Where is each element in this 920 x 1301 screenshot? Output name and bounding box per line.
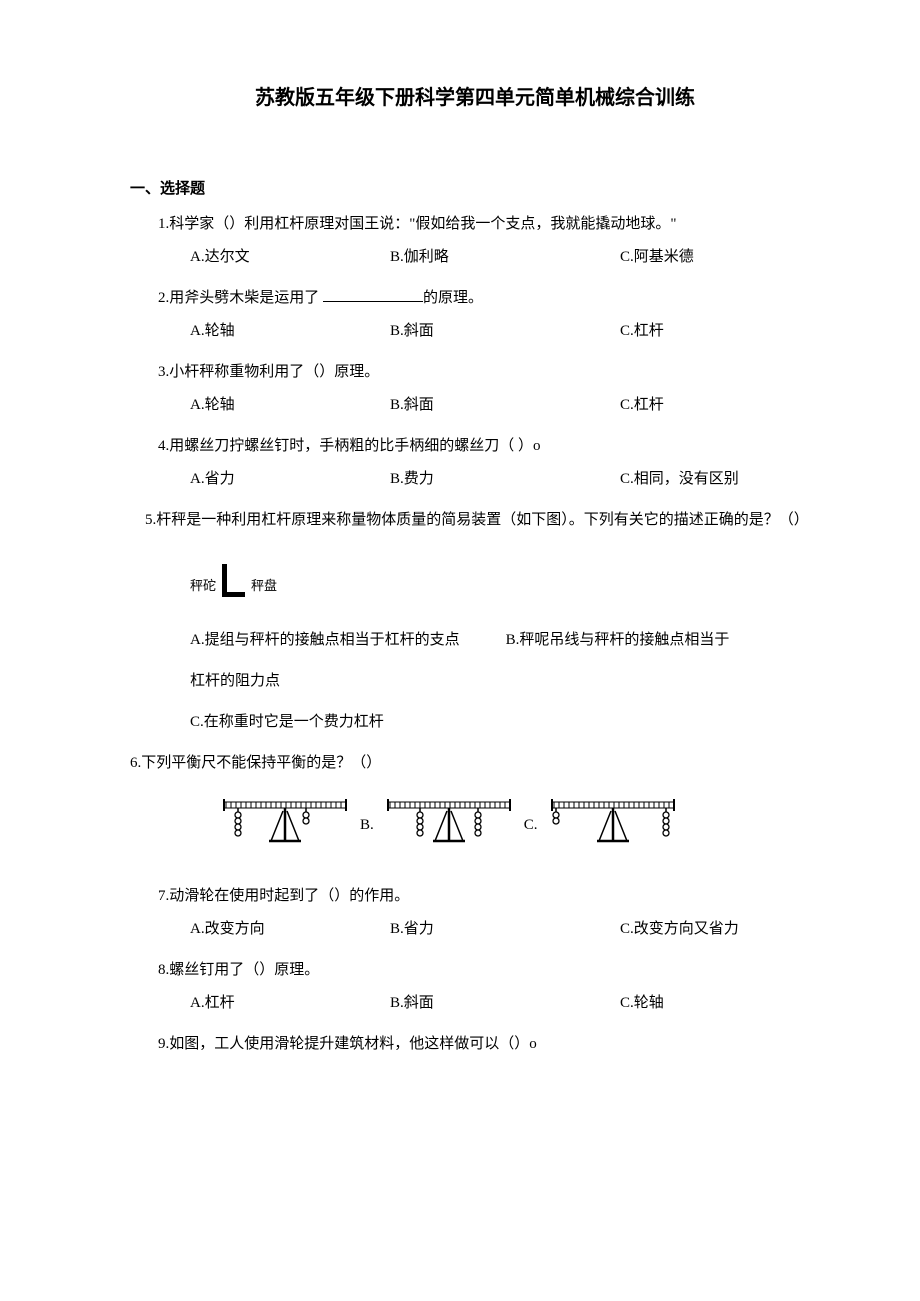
- q8-opt-b: B.斜面: [390, 990, 620, 1017]
- q4-opt-a: A.省力: [190, 466, 390, 493]
- q2-opt-c: C.杠杆: [620, 318, 820, 345]
- q2-text: 2.用斧头劈木柴是运用了 的原理。: [158, 285, 820, 312]
- q7-opt-c: C.改变方向又省力: [620, 916, 820, 943]
- q1-text: 1.科学家（）利用杠杆原理对国王说："假如给我一个支点，我就能撬动地球。": [158, 211, 820, 238]
- q5-figure: 秤砣 秤盘: [190, 564, 820, 597]
- q1-options: A.达尔文 B.伽利略 C.阿基米德: [190, 244, 820, 271]
- q8-opt-c: C.轮轴: [620, 990, 820, 1017]
- q5-label-left: 秤砣: [190, 574, 216, 597]
- q6-figures: B. C.: [220, 795, 820, 855]
- q7-opt-a: A.改变方向: [190, 916, 390, 943]
- q7-options: A.改变方向 B.省力 C.改变方向又省力: [190, 916, 820, 943]
- q5-opt-b2: 杠杆的阻力点: [190, 668, 820, 695]
- q1-opt-b: B.伽利略: [390, 244, 620, 271]
- q2-prefix: 2.用斧头劈木柴是运用了: [158, 290, 323, 306]
- q2-suffix: 的原理。: [423, 290, 483, 306]
- q9-text: 9.如图，工人使用滑轮提升建筑材料，他这样做可以（）o: [158, 1031, 820, 1058]
- q2-blank: [323, 301, 423, 302]
- q3-text: 3.小杆秤称重物利用了（）原理。: [158, 359, 820, 386]
- page-title: 苏教版五年级下册科学第四单元简单机械综合训练: [130, 80, 820, 116]
- balance-b-icon: [384, 795, 514, 855]
- q5-opt-c: C.在称重时它是一个费力杠杆: [190, 709, 820, 736]
- q6-label-b: B.: [360, 812, 374, 839]
- section-head: 一、选择题: [130, 176, 820, 203]
- q6-label-c: C.: [524, 812, 538, 839]
- q8-text: 8.螺丝钉用了（）原理。: [158, 957, 820, 984]
- q2-opt-a: A.轮轴: [190, 318, 390, 345]
- q3-opt-a: A.轮轴: [190, 392, 390, 419]
- q5-opt-a: A.提组与秤杆的接触点相当于杠杆的支点: [190, 627, 460, 654]
- q5-text: 5.杆秤是一种利用杠杆原理来称量物体质量的简易装置（如下图）。下列有关它的描述正…: [130, 507, 820, 534]
- q2-options: A.轮轴 B.斜面 C.杠杆: [190, 318, 820, 345]
- q4-text: 4.用螺丝刀拧螺丝钉时，手柄粗的比手柄细的螺丝刀（ ）o: [158, 433, 820, 460]
- q4-opt-b: B.费力: [390, 466, 620, 493]
- q3-opt-c: C.杠杆: [620, 392, 820, 419]
- q2-opt-b: B.斜面: [390, 318, 620, 345]
- q7-opt-b: B.省力: [390, 916, 620, 943]
- q4-options: A.省力 B.费力 C.相同，没有区别: [190, 466, 820, 493]
- q3-options: A.轮轴 B.斜面 C.杠杆: [190, 392, 820, 419]
- q1-opt-c: C.阿基米德: [620, 244, 820, 271]
- balance-a-icon: [220, 795, 350, 855]
- q5-options: A.提组与秤杆的接触点相当于杠杆的支点 B.秤呢吊线与秤杆的接触点相当于 杠杆的…: [190, 627, 820, 736]
- q8-options: A.杠杆 B.斜面 C.轮轴: [190, 990, 820, 1017]
- q1-opt-a: A.达尔文: [190, 244, 390, 271]
- balance-c-icon: [548, 795, 678, 855]
- q6-text: 6.下列平衡尺不能保持平衡的是？（）: [130, 750, 820, 777]
- q5-opt-b: B.秤呢吊线与秤杆的接触点相当于: [506, 627, 730, 654]
- q5-label-right: 秤盘: [251, 574, 277, 597]
- q4-opt-c: C.相同，没有区别: [620, 466, 820, 493]
- l-shape-icon: [222, 564, 245, 597]
- q7-text: 7.动滑轮在使用时起到了（）的作用。: [158, 883, 820, 910]
- q5-text-span: 5.杆秤是一种利用杠杆原理来称量物体质量的简易装置（如下图）。下列有关它的描述正…: [145, 512, 809, 528]
- q8-opt-a: A.杠杆: [190, 990, 390, 1017]
- q3-opt-b: B.斜面: [390, 392, 620, 419]
